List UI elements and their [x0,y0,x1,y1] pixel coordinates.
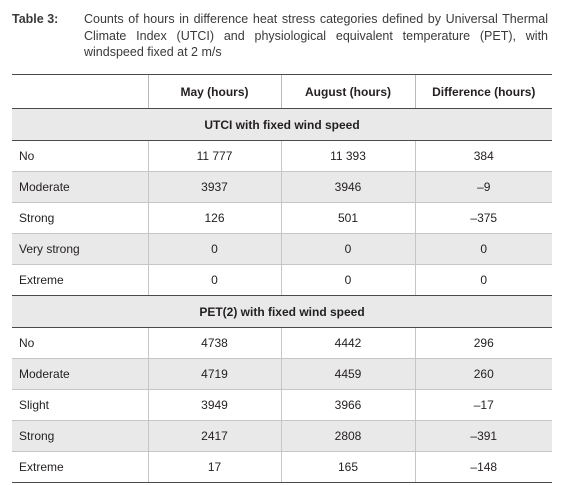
may-value: 11 777 [147,140,281,172]
section-row-utci: UTCI with fixed wind speed [12,108,552,141]
august-value: 4459 [280,358,415,390]
table-row: No 4738 4442 296 [12,327,552,359]
table-row: Strong 126 501 –375 [12,202,552,234]
table-row: Very strong 0 0 0 [12,233,552,265]
row-label: Strong [12,202,148,234]
may-value: 0 [147,233,281,265]
august-value: 0 [280,233,415,265]
table-row: Extreme 17 165 –148 [12,451,552,483]
table-row: Extreme 0 0 0 [12,264,552,296]
difference-value: 0 [414,264,552,296]
difference-value: 296 [414,327,552,359]
table-number: Table 3: [12,12,59,26]
row-label: Strong [12,420,148,452]
august-value: 4442 [280,327,415,359]
table-row: Slight 3949 3966 –17 [12,389,552,421]
table-row: No 11 777 11 393 384 [12,140,552,172]
may-value: 126 [147,202,281,234]
row-label: Very strong [12,233,148,265]
table-row: Moderate 4719 4459 260 [12,358,552,390]
may-value: 2417 [147,420,281,452]
row-label: No [12,140,148,172]
august-value: 2808 [280,420,415,452]
august-value: 501 [280,202,415,234]
may-value: 4719 [147,358,281,390]
table-row: Strong 2417 2808 –391 [12,420,552,452]
header-august: August (hours) [280,74,415,109]
difference-value: 260 [414,358,552,390]
table-caption-text: Counts of hours in difference heat stres… [84,12,548,59]
difference-value: –375 [414,202,552,234]
row-label: Slight [12,389,148,421]
difference-value: 384 [414,140,552,172]
august-value: 11 393 [280,140,415,172]
difference-value: –17 [414,389,552,421]
august-value: 0 [280,264,415,296]
header-difference: Difference (hours) [414,74,552,109]
section-title: UTCI with fixed wind speed [12,108,552,141]
difference-value: –391 [414,420,552,452]
may-value: 17 [147,451,281,483]
may-value: 4738 [147,327,281,359]
august-value: 165 [280,451,415,483]
august-value: 3946 [280,171,415,203]
heat-stress-table: May (hours) August (hours) Difference (h… [12,74,552,483]
difference-value: 0 [414,233,552,265]
difference-value: –9 [414,171,552,203]
may-value: 3937 [147,171,281,203]
may-value: 3949 [147,389,281,421]
header-blank-cell [12,74,148,109]
table-row: Moderate 3937 3946 –9 [12,171,552,203]
table-header-row: May (hours) August (hours) Difference (h… [12,74,552,109]
row-label: Moderate [12,358,148,390]
august-value: 3966 [280,389,415,421]
may-value: 0 [147,264,281,296]
section-row-pet: PET(2) with fixed wind speed [12,295,552,328]
table-caption: Table 3: Counts of hours in difference h… [12,11,548,61]
section-title: PET(2) with fixed wind speed [12,295,552,328]
row-label: No [12,327,148,359]
row-label: Extreme [12,264,148,296]
header-may: May (hours) [147,74,281,109]
row-label: Extreme [12,451,148,483]
row-label: Moderate [12,171,148,203]
difference-value: –148 [414,451,552,483]
